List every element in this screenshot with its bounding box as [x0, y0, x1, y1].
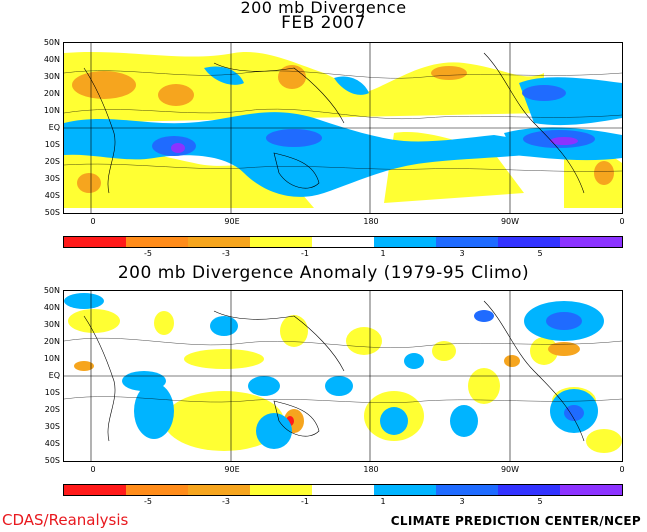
colorbar-tick: -5	[144, 249, 152, 258]
colorbar-swatch	[312, 485, 374, 495]
lon-label: 0	[619, 465, 625, 474]
colorbar	[63, 236, 623, 248]
lat-label: 40S	[44, 439, 60, 448]
colorbar-tick: -5	[144, 497, 152, 506]
colorbar-tick: 5	[537, 497, 543, 506]
lat-label: 10N	[43, 106, 60, 115]
colorbar-swatch	[64, 237, 126, 247]
lon-label: 90W	[500, 217, 520, 226]
top-map-subtitle: FEB 2007	[281, 13, 366, 33]
lat-label: 20S	[44, 405, 60, 414]
colorbar-swatch	[126, 237, 188, 247]
lon-label: 0	[619, 217, 625, 226]
lat-label: 50S	[44, 208, 60, 217]
colorbar-swatch	[188, 237, 250, 247]
colorbar-swatch	[188, 485, 250, 495]
colorbar-tick: -1	[301, 497, 309, 506]
colorbar-swatch	[498, 485, 560, 495]
lat-label: 50N	[43, 38, 60, 47]
top-map-title: 200 mb Divergence	[240, 0, 407, 17]
colorbar-tick: 3	[459, 497, 465, 506]
colorbar-tick: 3	[459, 249, 465, 258]
colorbar-swatch	[498, 237, 560, 247]
colorbar-swatch	[374, 237, 436, 247]
colorbar-tick: 5	[537, 249, 543, 258]
colorbar-tick: -1	[301, 249, 309, 258]
lat-label: 30S	[44, 422, 60, 431]
colorbar-tick: 1	[380, 249, 386, 258]
lat-label: 20S	[44, 157, 60, 166]
divergence-map	[63, 42, 623, 214]
lat-label: 10S	[44, 140, 60, 149]
lat-label: 40N	[43, 303, 60, 312]
lat-label: 10N	[43, 354, 60, 363]
lat-label: 50N	[43, 286, 60, 295]
lat-label: 50S	[44, 456, 60, 465]
colorbar-tick: -3	[222, 497, 230, 506]
colorbar-swatch	[64, 485, 126, 495]
lon-label: 0	[90, 465, 96, 474]
data-source-credit: CDAS/Reanalysis	[2, 511, 129, 529]
colorbar-swatch	[560, 237, 622, 247]
colorbar-tick: -3	[222, 249, 230, 258]
colorbar-swatch	[560, 485, 622, 495]
colorbar-swatch	[312, 237, 374, 247]
colorbar-swatch	[436, 237, 498, 247]
lat-label: 40S	[44, 191, 60, 200]
lat-label: EQ	[48, 371, 60, 380]
lon-label: 180	[363, 217, 379, 226]
lat-label: 20N	[43, 89, 60, 98]
lon-label: 0	[90, 217, 96, 226]
anomaly-map-title: 200 mb Divergence Anomaly (1979-95 Climo…	[117, 263, 530, 283]
colorbar-swatch	[374, 485, 436, 495]
lat-label: 30N	[43, 320, 60, 329]
agency-credit: CLIMATE PREDICTION CENTER/NCEP	[390, 514, 641, 528]
lon-label: 180	[363, 465, 379, 474]
lat-label: EQ	[48, 123, 60, 132]
colorbar	[63, 484, 623, 496]
lon-label: 90E	[224, 465, 240, 474]
lat-label: 30S	[44, 174, 60, 183]
lon-label: 90W	[500, 465, 520, 474]
lat-label: 10S	[44, 388, 60, 397]
lat-label: 30N	[43, 72, 60, 81]
lat-label: 20N	[43, 337, 60, 346]
colorbar-tick: 1	[380, 497, 386, 506]
lon-label: 90E	[224, 217, 240, 226]
colorbar-swatch	[436, 485, 498, 495]
divergence-anomaly-map	[63, 290, 623, 462]
colorbar-swatch	[250, 485, 312, 495]
lat-label: 40N	[43, 55, 60, 64]
colorbar-swatch	[250, 237, 312, 247]
colorbar-swatch	[126, 485, 188, 495]
